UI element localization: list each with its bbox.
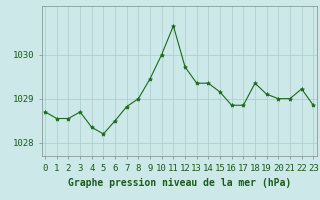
X-axis label: Graphe pression niveau de la mer (hPa): Graphe pression niveau de la mer (hPa) — [68, 178, 291, 188]
